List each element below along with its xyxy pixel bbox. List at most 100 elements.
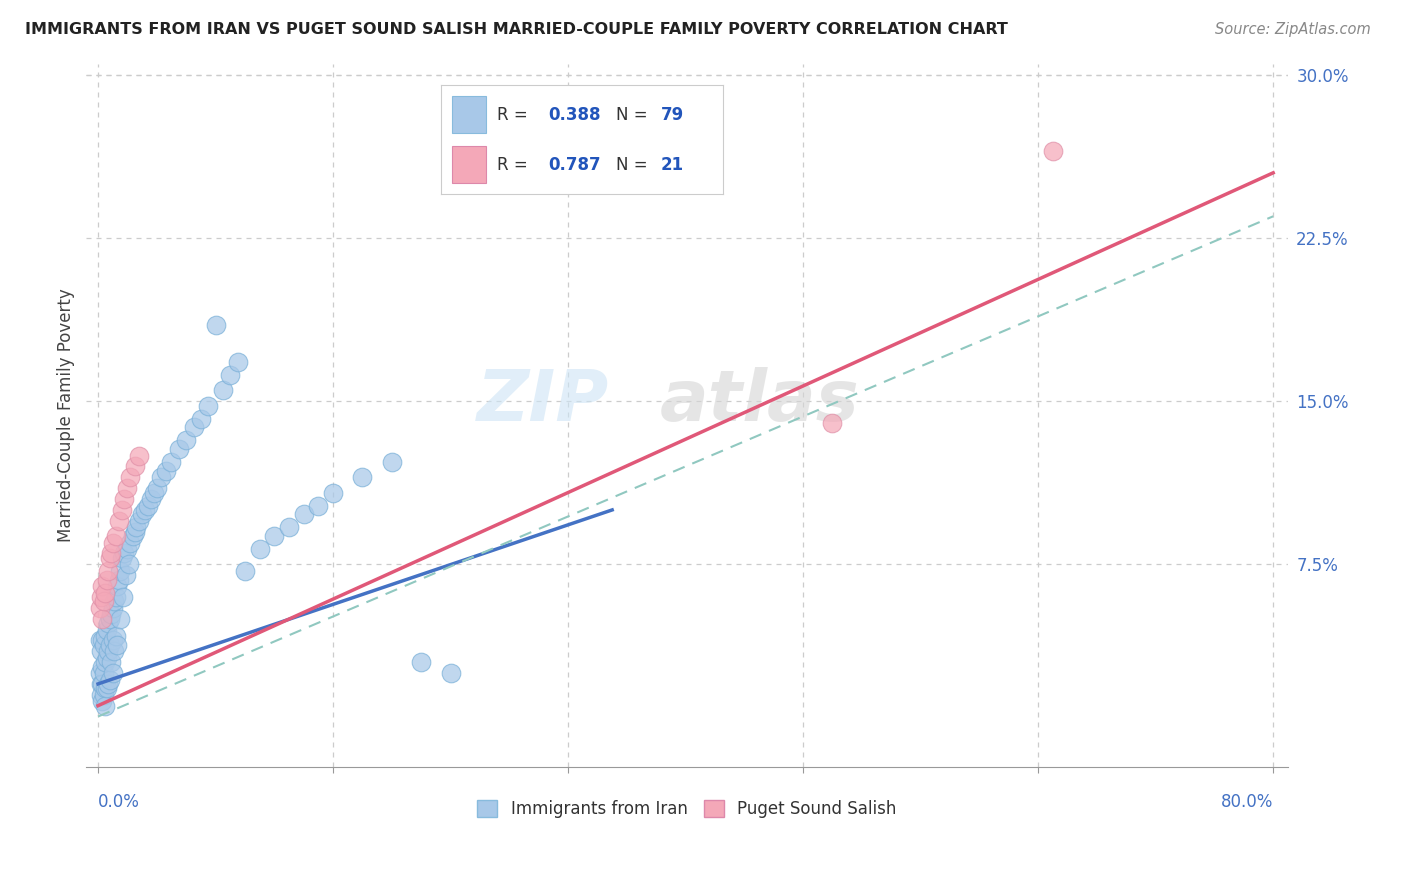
- Point: [219, 368, 242, 382]
- Point: [98, 550, 121, 565]
- Point: [146, 481, 169, 495]
- Point: [108, 612, 131, 626]
- Text: IMMIGRANTS FROM IRAN VS PUGET SOUND SALISH MARRIED-COUPLE FAMILY POVERTY CORRELA: IMMIGRANTS FROM IRAN VS PUGET SOUND SALI…: [25, 22, 1008, 37]
- Point: [94, 629, 117, 643]
- Point: [120, 535, 142, 549]
- Point: [97, 644, 120, 658]
- Point: [90, 688, 112, 702]
- Text: 80.0%: 80.0%: [1220, 793, 1274, 811]
- Point: [96, 650, 118, 665]
- Point: [104, 529, 127, 543]
- Point: [352, 470, 374, 484]
- Point: [101, 666, 124, 681]
- Point: [101, 600, 124, 615]
- Point: [160, 455, 183, 469]
- Point: [93, 594, 115, 608]
- Point: [197, 399, 219, 413]
- Point: [110, 503, 132, 517]
- Point: [93, 638, 115, 652]
- Point: [278, 520, 301, 534]
- Point: [96, 623, 118, 637]
- Point: [174, 434, 197, 448]
- Point: [91, 633, 114, 648]
- Point: [120, 470, 142, 484]
- Point: [97, 677, 120, 691]
- Point: [381, 455, 404, 469]
- Point: [103, 644, 125, 658]
- Point: [439, 666, 461, 681]
- Point: [263, 529, 285, 543]
- Point: [128, 449, 150, 463]
- Text: Source: ZipAtlas.com: Source: ZipAtlas.com: [1215, 22, 1371, 37]
- Point: [101, 535, 124, 549]
- Point: [190, 411, 212, 425]
- Point: [233, 564, 256, 578]
- Point: [131, 508, 153, 522]
- Point: [101, 633, 124, 648]
- Point: [118, 558, 141, 572]
- Point: [307, 499, 329, 513]
- Point: [167, 442, 190, 456]
- Point: [96, 681, 118, 696]
- Point: [91, 677, 114, 691]
- Point: [128, 514, 150, 528]
- Point: [100, 546, 122, 560]
- Point: [90, 644, 112, 658]
- Point: [93, 666, 115, 681]
- Text: 0.0%: 0.0%: [98, 793, 141, 811]
- Point: [104, 590, 127, 604]
- Point: [292, 508, 315, 522]
- Point: [94, 698, 117, 713]
- Point: [98, 638, 121, 652]
- Point: [821, 416, 844, 430]
- Point: [104, 629, 127, 643]
- Point: [91, 659, 114, 673]
- Point: [89, 633, 111, 648]
- Point: [122, 529, 145, 543]
- Point: [142, 485, 165, 500]
- Point: [226, 355, 249, 369]
- Point: [91, 694, 114, 708]
- Point: [97, 564, 120, 578]
- Point: [98, 673, 121, 687]
- Point: [115, 568, 138, 582]
- Point: [100, 607, 122, 622]
- Point: [103, 594, 125, 608]
- Point: [91, 612, 114, 626]
- Point: [204, 318, 226, 332]
- Point: [125, 520, 148, 534]
- Point: [249, 542, 271, 557]
- Point: [212, 384, 235, 398]
- Text: atlas: atlas: [659, 367, 859, 436]
- Point: [114, 546, 136, 560]
- Point: [98, 612, 121, 626]
- Point: [90, 590, 112, 604]
- Point: [136, 499, 159, 513]
- Y-axis label: Married-Couple Family Poverty: Married-Couple Family Poverty: [58, 288, 75, 542]
- Point: [96, 573, 118, 587]
- Point: [105, 638, 128, 652]
- Point: [94, 655, 117, 669]
- Point: [111, 590, 134, 604]
- Point: [117, 542, 139, 557]
- Point: [124, 459, 146, 474]
- Point: [108, 564, 131, 578]
- Point: [183, 420, 205, 434]
- Point: [107, 514, 129, 528]
- Text: ZIP: ZIP: [477, 367, 609, 436]
- Point: [94, 681, 117, 696]
- Point: [94, 585, 117, 599]
- Point: [134, 503, 156, 517]
- Point: [105, 579, 128, 593]
- Legend: Immigrants from Iran, Puget Sound Salish: Immigrants from Iran, Puget Sound Salish: [471, 794, 904, 825]
- Point: [90, 677, 112, 691]
- Point: [155, 464, 177, 478]
- Point: [322, 485, 344, 500]
- Point: [110, 550, 132, 565]
- Point: [139, 491, 162, 506]
- Point: [150, 470, 173, 484]
- Point: [93, 688, 115, 702]
- Point: [114, 491, 136, 506]
- Point: [117, 481, 139, 495]
- Point: [100, 655, 122, 669]
